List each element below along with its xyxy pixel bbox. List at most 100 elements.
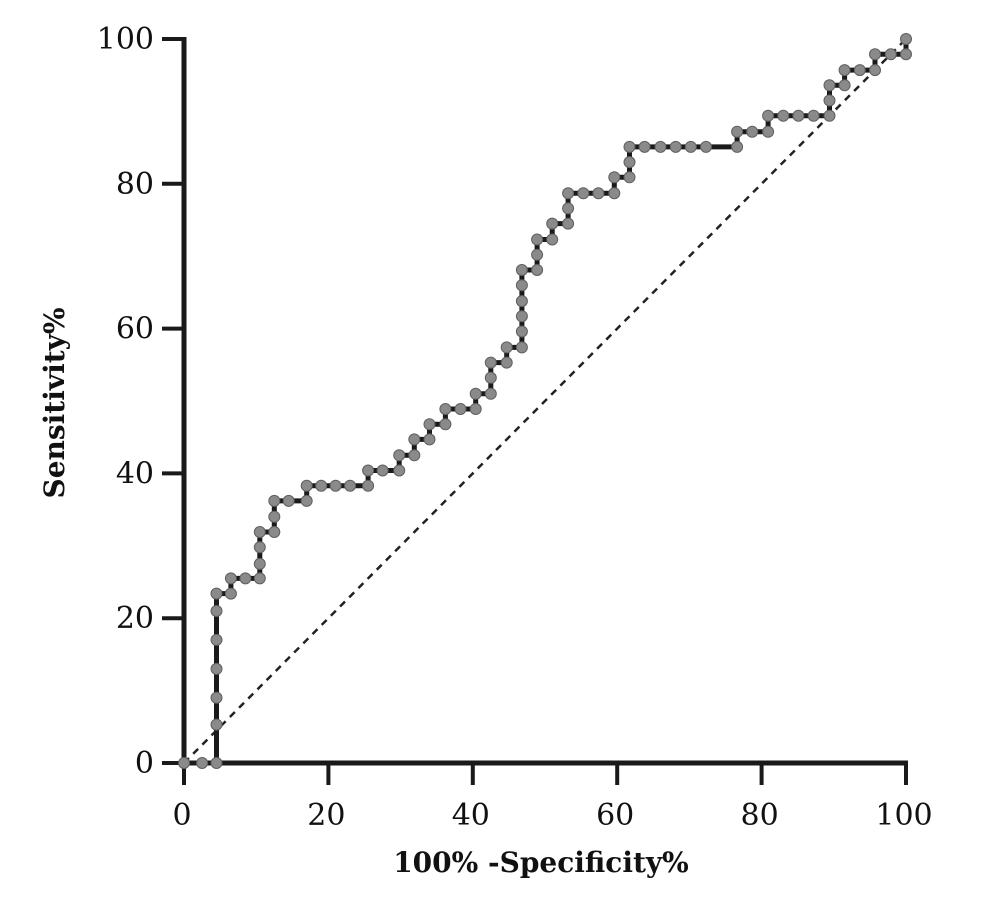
roc-data-point <box>439 403 452 415</box>
roc-data-point <box>393 464 406 477</box>
roc-data-point <box>884 48 897 61</box>
roc-data-point <box>562 187 575 200</box>
roc-data-point <box>484 371 497 384</box>
y-tick-label: 60 <box>116 312 154 347</box>
roc-data-point <box>684 140 697 153</box>
y-tick-label: 80 <box>116 167 154 202</box>
roc-data-point <box>210 587 223 600</box>
roc-data-point <box>669 140 682 153</box>
roc-data-point <box>654 140 667 153</box>
roc-data-point <box>531 264 544 276</box>
labels-layer: 0 20 40 60 80 100 0 20 40 60 80 100 100% -Specificit… <box>38 22 933 879</box>
y-tick-label: 20 <box>116 601 154 636</box>
roc-data-point <box>515 295 528 308</box>
x-tick-label: 20 <box>307 798 345 833</box>
roc-data-point <box>869 64 881 77</box>
roc-data-point <box>300 479 313 492</box>
roc-data-point <box>423 418 436 431</box>
roc-data-point <box>515 341 528 354</box>
roc-data-point <box>210 757 223 769</box>
roc-data-point <box>608 187 621 200</box>
x-axis-title: 100% -Specificity% <box>393 846 689 879</box>
roc-data-point <box>500 341 513 354</box>
roc-data-point <box>562 217 575 230</box>
roc-data-point <box>838 79 851 92</box>
roc-data-point <box>315 479 328 492</box>
y-tick-label: 40 <box>116 456 154 491</box>
roc-data-point <box>823 79 836 92</box>
roc-data-point <box>638 140 651 153</box>
roc-data-point <box>853 64 866 77</box>
roc-data-point <box>408 449 421 462</box>
roc-data-point <box>515 310 528 323</box>
roc-data-point <box>393 449 406 462</box>
roc-data-point <box>239 572 252 585</box>
roc-data-point <box>700 140 712 153</box>
roc-data-point <box>900 33 912 45</box>
roc-data-point <box>454 403 467 415</box>
roc-data-point <box>777 109 790 122</box>
roc-data-point <box>210 633 223 646</box>
roc-data-point <box>900 48 912 61</box>
series-layer <box>178 33 912 769</box>
x-tick-label: 40 <box>452 798 490 833</box>
x-tick-label: 0 <box>172 798 191 833</box>
roc-data-point <box>376 464 389 477</box>
x-tick-label: 60 <box>596 798 634 833</box>
roc-data-point <box>210 662 223 675</box>
roc-data-point <box>731 140 744 153</box>
roc-data-point <box>268 494 281 507</box>
roc-data-point <box>731 125 744 138</box>
roc-data-point <box>608 171 621 184</box>
roc-data-point <box>408 433 421 446</box>
roc-data-point <box>268 510 281 523</box>
roc-data-point <box>577 187 590 200</box>
roc-data-point <box>268 526 281 538</box>
roc-data-point <box>807 109 820 122</box>
roc-data-point <box>869 48 881 61</box>
roc-data-point <box>196 757 209 769</box>
x-tick-label: 100 <box>875 798 932 833</box>
roc-data-point <box>546 217 559 230</box>
roc-data-point <box>210 718 223 731</box>
roc-data-point <box>592 187 605 200</box>
roc-data-point <box>224 587 237 600</box>
roc-data-point <box>423 433 436 446</box>
roc-data-point <box>500 356 513 369</box>
roc-data-point <box>253 557 266 570</box>
roc-data-point <box>838 64 851 77</box>
roc-data-point <box>253 526 266 538</box>
roc-data-point <box>623 171 636 184</box>
roc-data-point <box>623 140 636 153</box>
roc-data-point <box>623 156 636 169</box>
roc-data-point <box>210 691 223 704</box>
roc-data-point <box>762 125 775 138</box>
x-tick-label: 80 <box>741 798 779 833</box>
y-tick-label: 100 <box>97 22 154 57</box>
y-axis-title: Sensitivity% <box>38 307 71 498</box>
roc-data-point <box>515 279 528 292</box>
roc-data-point <box>546 233 559 246</box>
roc-data-point <box>362 479 375 492</box>
roc-data-point <box>224 572 237 585</box>
roc-data-point <box>746 125 759 138</box>
roc-data-point <box>253 572 266 585</box>
reference-line-layer <box>183 38 907 764</box>
roc-data-point <box>439 418 452 431</box>
roc-data-point <box>178 757 190 769</box>
roc-data-point <box>469 387 482 400</box>
axes-layer <box>162 37 908 785</box>
roc-data-point <box>484 356 497 369</box>
roc-data-point <box>210 605 223 617</box>
y-tick-label: 0 <box>135 746 154 781</box>
roc-data-point <box>531 248 544 261</box>
roc-data-point <box>562 202 575 215</box>
roc-data-point <box>762 109 775 122</box>
roc-data-point <box>469 403 482 415</box>
roc-data-point <box>300 494 313 507</box>
roc-data-point <box>823 94 836 107</box>
roc-data-point <box>823 109 836 122</box>
roc-data-point <box>792 109 805 122</box>
roc-data-point <box>253 541 266 554</box>
